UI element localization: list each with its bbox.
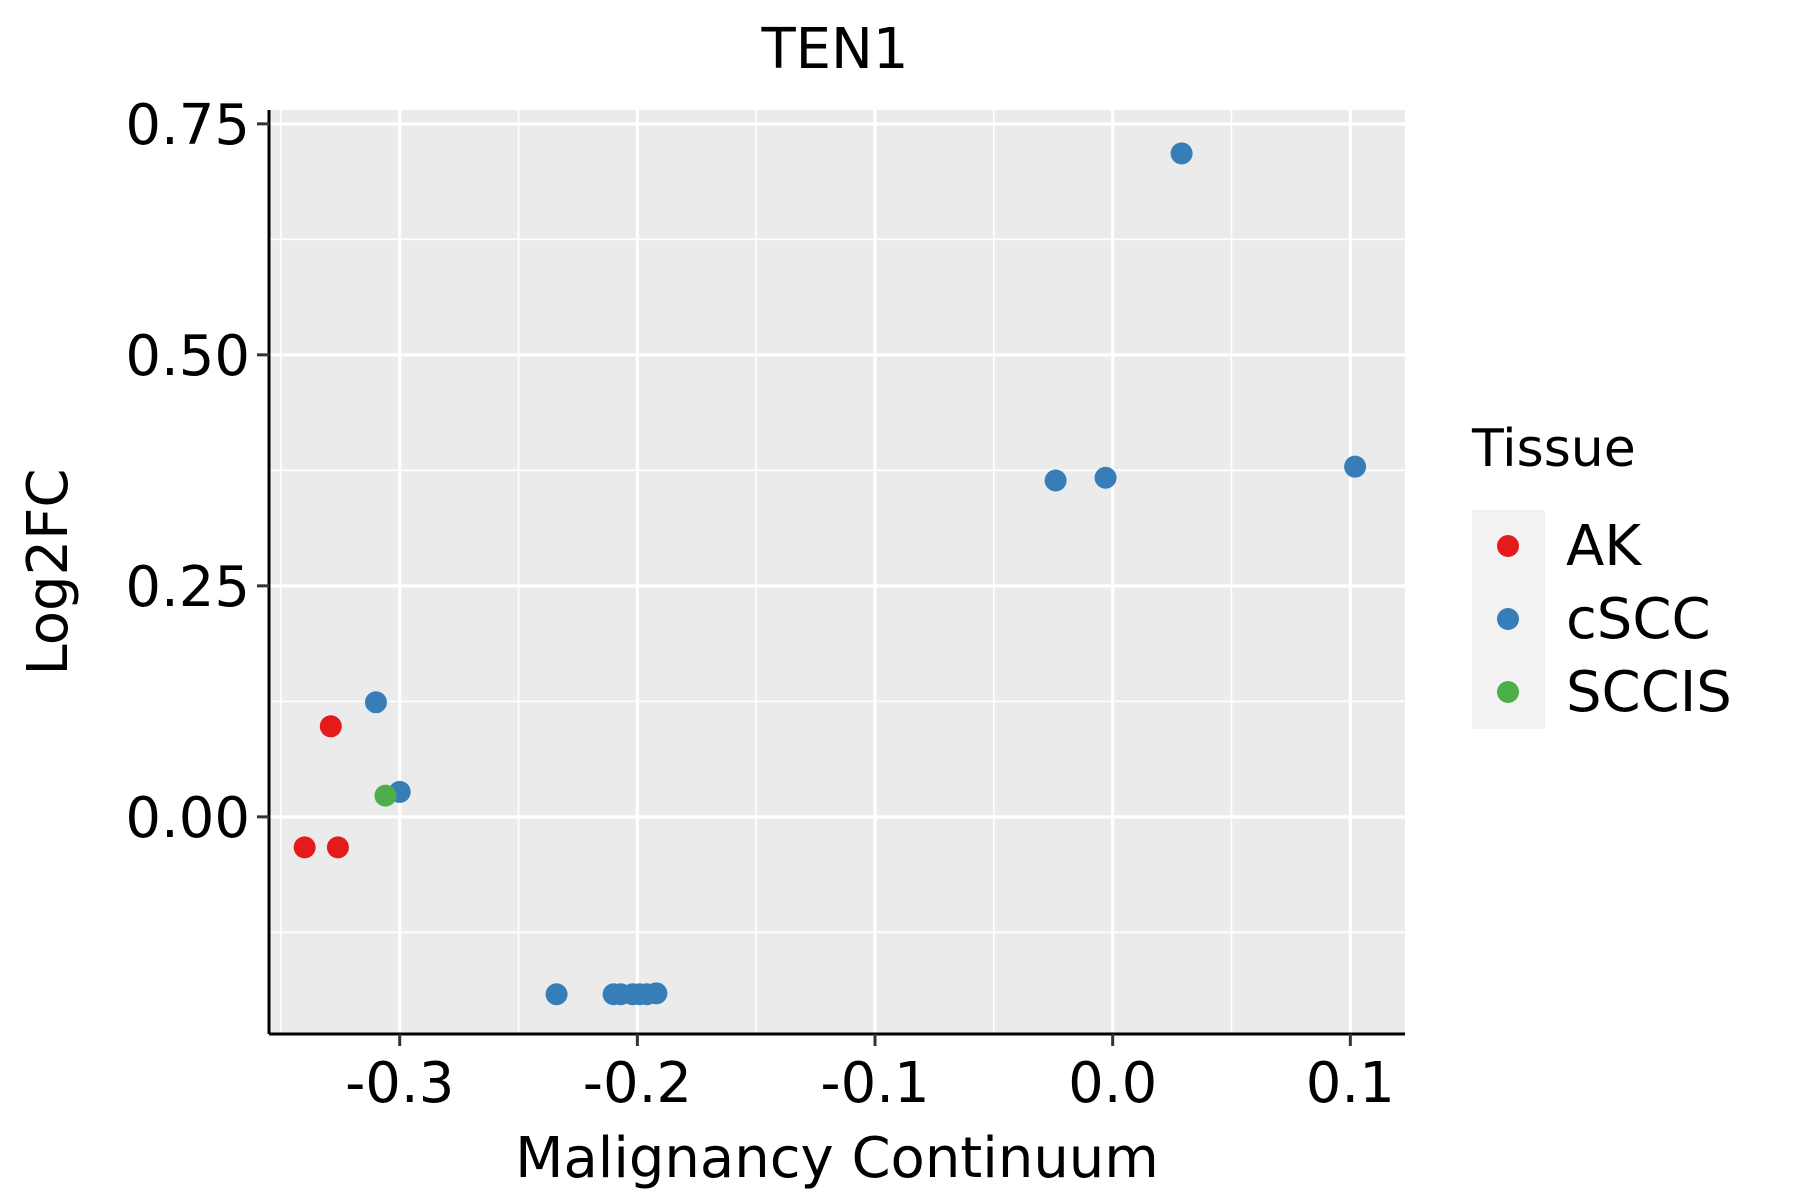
data-points [293, 142, 1367, 1006]
chart-title: TEN1 [760, 17, 908, 82]
legend-key-ak [1497, 535, 1519, 557]
data-point-cscc [364, 691, 387, 714]
x-tick-label: -0.1 [820, 1051, 929, 1116]
plot-panel [269, 110, 1405, 1034]
data-point-cscc [1094, 466, 1117, 489]
series-ak-points [293, 715, 349, 859]
y-tick-label: 0.25 [125, 555, 250, 620]
legend-key-sccis [1497, 681, 1519, 703]
legend-title: Tissue [1471, 419, 1636, 479]
legend-label-sccis: SCCIS [1566, 660, 1732, 725]
data-point-cscc [1044, 469, 1067, 492]
y-axis-title: Log2FC [16, 469, 81, 676]
major-gridlines [269, 110, 1405, 1034]
data-point-cscc [1344, 455, 1367, 478]
x-axis-ticks: -0.3 -0.2 -0.1 0.0 0.1 [345, 1034, 1395, 1116]
x-axis-title: Malignancy Continuum [515, 1126, 1159, 1191]
data-point-ak [319, 715, 342, 738]
data-point-ak [293, 836, 316, 859]
x-tick-label: -0.2 [583, 1051, 692, 1116]
y-axis-ticks: 0.00 0.25 0.50 0.75 [125, 93, 269, 851]
legend-label-cscc: cSCC [1566, 587, 1711, 652]
x-tick-label: -0.3 [345, 1051, 454, 1116]
data-point-cscc [545, 983, 568, 1006]
series-cscc-points [364, 142, 1367, 1006]
y-tick-label: 0.00 [125, 786, 250, 851]
x-tick-label: 0.1 [1306, 1051, 1395, 1116]
y-tick-label: 0.75 [125, 93, 250, 158]
x-tick-label: 0.0 [1068, 1051, 1157, 1116]
legend: Tissue AK cSCC SCCIS [1471, 419, 1732, 729]
data-point-ak [326, 836, 349, 859]
legend-label-ak: AK [1566, 514, 1642, 579]
data-point-sccis [374, 784, 397, 807]
data-point-cscc [1170, 142, 1193, 165]
legend-key-cscc [1497, 608, 1519, 630]
legend-entries: AK cSCC SCCIS [1497, 514, 1732, 725]
data-point-cscc [645, 982, 668, 1005]
minor-gridlines [269, 110, 1405, 1034]
y-tick-label: 0.50 [125, 324, 250, 389]
series-sccis-points [374, 784, 397, 807]
